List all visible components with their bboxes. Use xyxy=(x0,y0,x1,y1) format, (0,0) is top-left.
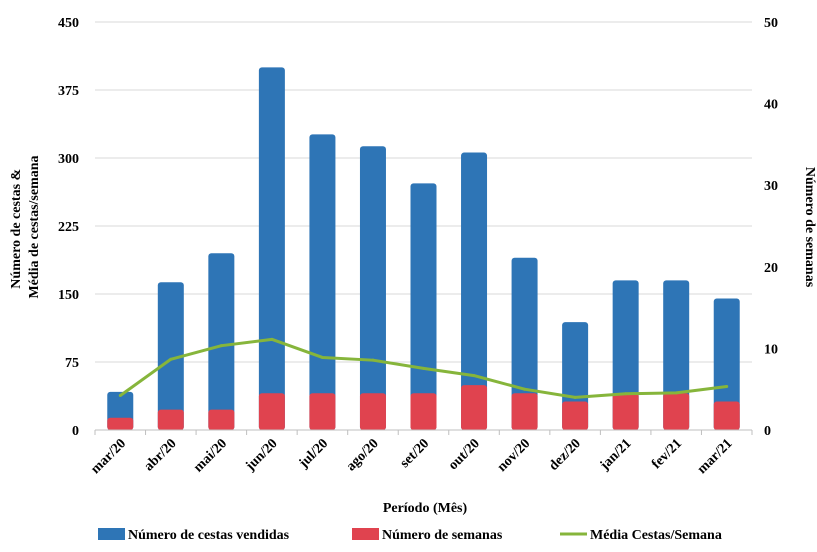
x-tick-label: ago/20 xyxy=(344,436,382,474)
bar-cestas-vendidas xyxy=(461,152,488,430)
bar-numero-semanas xyxy=(461,385,488,430)
right-tick-label: 40 xyxy=(764,98,778,113)
left-axis-title: Número de cestas & Média de cestas/seman… xyxy=(9,155,42,298)
x-tick-label: jun/20 xyxy=(242,436,280,474)
right-axis-ticks: 0 10 20 30 40 50 xyxy=(764,16,778,439)
line-point xyxy=(320,355,324,359)
bar-numero-semanas xyxy=(713,401,740,430)
legend-label: Média Cestas/Semana xyxy=(590,528,722,543)
bar-cestas-vendidas xyxy=(713,298,740,430)
right-tick-label: 20 xyxy=(764,261,778,276)
bar-numero-semanas xyxy=(562,401,589,430)
bar-cestas-vendidas xyxy=(157,282,184,430)
line-point xyxy=(624,392,628,396)
right-axis-title: Número de semanas xyxy=(802,167,817,288)
line-point xyxy=(219,344,223,348)
legend-swatch xyxy=(98,528,125,540)
x-tick-label: fev/21 xyxy=(649,436,685,472)
right-tick-label: 50 xyxy=(764,16,778,31)
line-point xyxy=(725,384,729,388)
bar-numero-semanas xyxy=(208,409,235,430)
legend-swatch xyxy=(352,528,379,540)
line-point xyxy=(118,394,122,398)
left-tick-label: 450 xyxy=(58,16,79,31)
line-point xyxy=(674,391,678,395)
bar-numero-semanas xyxy=(410,393,437,430)
bar-cestas-vendidas xyxy=(359,146,386,431)
left-tick-label: 375 xyxy=(58,84,79,99)
bar-numero-semanas xyxy=(511,393,538,430)
bar-numero-semanas xyxy=(258,393,285,430)
axes xyxy=(94,429,753,435)
right-tick-label: 30 xyxy=(764,179,778,194)
x-tick-label: mai/20 xyxy=(191,436,230,475)
line-point xyxy=(523,387,527,391)
x-axis-title: Período (Mês) xyxy=(383,501,468,516)
line-point xyxy=(573,395,577,399)
bars-group xyxy=(107,67,740,431)
bar-cestas-vendidas xyxy=(208,253,235,430)
bar-numero-semanas xyxy=(359,393,386,430)
left-tick-label: 150 xyxy=(58,288,79,303)
left-tick-label: 75 xyxy=(65,356,79,371)
legend-label: Número de cestas vendidas xyxy=(128,528,290,543)
line-point xyxy=(371,358,375,362)
bar-cestas-vendidas xyxy=(258,67,285,430)
bar-cestas-vendidas xyxy=(410,183,437,430)
bar-numero-semanas xyxy=(107,417,134,430)
x-tick-label: dez/20 xyxy=(546,436,584,474)
bar-numero-semanas xyxy=(157,409,184,430)
x-tick-label: set/20 xyxy=(398,436,433,471)
line-point xyxy=(169,357,173,361)
bar-numero-semanas xyxy=(612,393,639,430)
x-tick-label: jan/21 xyxy=(597,436,635,474)
line-point xyxy=(270,337,274,341)
bar-numero-semanas xyxy=(663,393,690,430)
line-point xyxy=(422,366,425,370)
legend: Número de cestas vendidas Número de seman… xyxy=(98,528,722,543)
legend-label: Número de semanas xyxy=(382,528,503,543)
x-tick-label: nov/20 xyxy=(495,436,534,475)
left-tick-label: 300 xyxy=(58,152,79,167)
x-axis-ticks: mar/20 abr/20 mai/20 jun/20 jul/20 ago/20 set/… xyxy=(88,436,735,477)
right-tick-label: 10 xyxy=(764,342,778,357)
x-tick-label: mar/21 xyxy=(695,436,736,477)
left-tick-label: 0 xyxy=(72,424,79,439)
left-tick-label: 225 xyxy=(58,220,79,235)
line-series-group xyxy=(118,337,729,399)
x-tick-label: jul/20 xyxy=(296,436,332,472)
bar-cestas-vendidas xyxy=(309,134,336,430)
x-tick-label: abr/20 xyxy=(142,436,180,474)
left-axis-title-line-1: Número de cestas & xyxy=(9,169,24,289)
left-axis-ticks: 0 75 150 225 300 375 450 xyxy=(58,16,79,439)
right-tick-label: 0 xyxy=(764,424,771,439)
x-tick-label: out/20 xyxy=(446,436,483,473)
left-axis-title-line-2: Média de cestas/semana xyxy=(27,155,42,298)
bar-numero-semanas xyxy=(309,393,336,430)
x-tick-label: mar/20 xyxy=(88,436,129,477)
line-point xyxy=(472,374,476,378)
